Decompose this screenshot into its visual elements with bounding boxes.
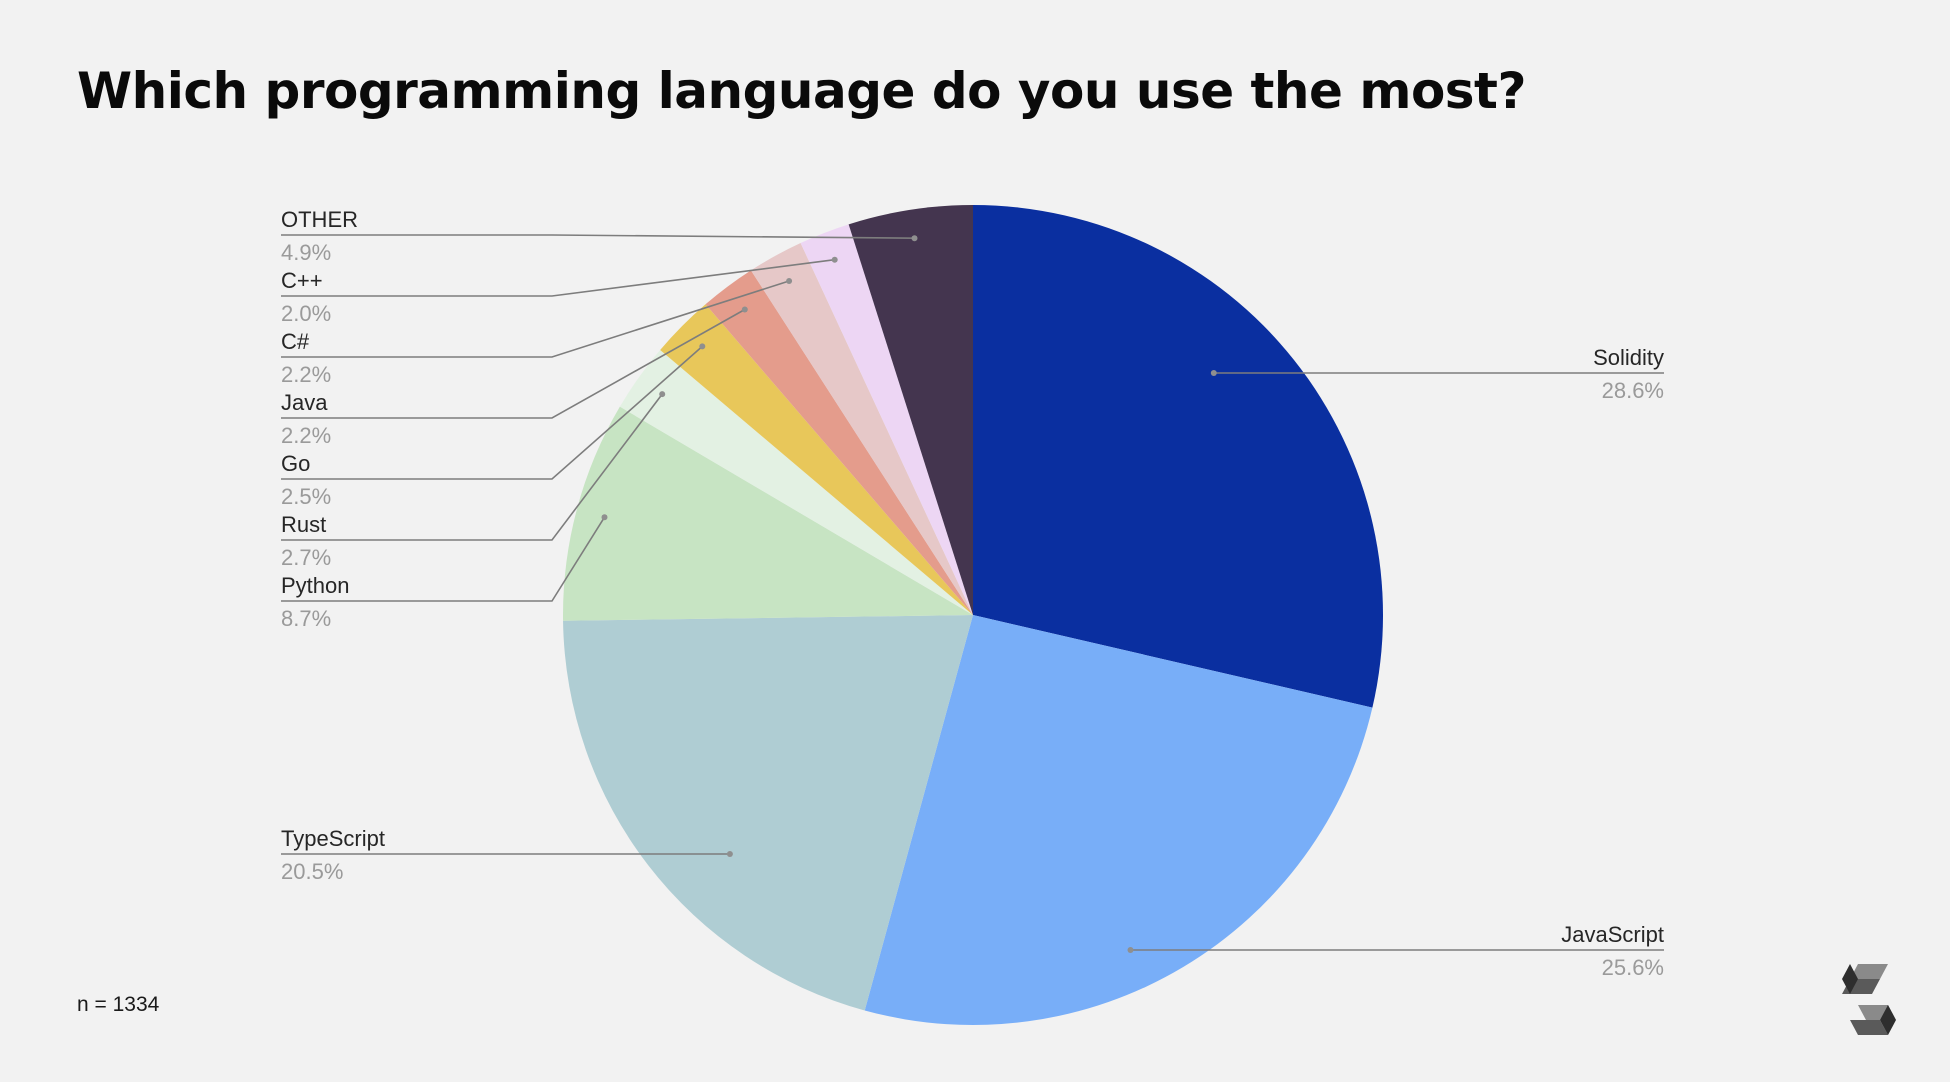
leader-line-rust bbox=[281, 393, 663, 541]
leader-dot-solidity bbox=[1210, 370, 1217, 376]
pie-slice-other bbox=[848, 205, 973, 615]
pie-slice-python bbox=[562, 406, 973, 621]
slice-label-python: Python bbox=[281, 573, 350, 598]
slice-label-typescript: TypeScript bbox=[281, 826, 385, 851]
leader-dot-cplusplus bbox=[831, 256, 838, 263]
leader-dot-csharp bbox=[786, 278, 793, 284]
pie-slice-solidity bbox=[973, 205, 1384, 708]
leader-line-python bbox=[281, 516, 606, 602]
leader-dot-typescript bbox=[726, 851, 733, 857]
leader-line-java bbox=[281, 308, 746, 419]
leader-line-other bbox=[281, 234, 915, 239]
slice-value-solidity: 28.6% bbox=[1602, 378, 1664, 403]
leader-lines bbox=[281, 234, 1664, 953]
slice-value-javascript: 25.6% bbox=[1602, 955, 1664, 980]
slice-value-go: 2.5% bbox=[281, 484, 331, 509]
solidity-logo-icon bbox=[1842, 964, 1896, 1035]
slice-value-typescript: 20.5% bbox=[281, 859, 343, 884]
pie-slices bbox=[562, 205, 1384, 1025]
pie-slice-cplusplus bbox=[800, 224, 973, 615]
slice-value-csharp: 2.2% bbox=[281, 362, 331, 387]
leader-dot-python bbox=[601, 514, 608, 521]
pie-slice-csharp bbox=[750, 243, 973, 615]
slice-label-solidity: Solidity bbox=[1593, 345, 1664, 370]
slice-label-javascript: JavaScript bbox=[1561, 922, 1664, 947]
slice-label-rust: Rust bbox=[281, 512, 326, 537]
leader-dot-java bbox=[741, 306, 748, 313]
pie-slice-java bbox=[705, 270, 973, 615]
slice-value-python: 8.7% bbox=[281, 606, 331, 631]
pie-slice-rust bbox=[619, 349, 973, 615]
slice-value-java: 2.2% bbox=[281, 423, 331, 448]
slice-label-other: OTHER bbox=[281, 207, 358, 232]
pie-slice-go bbox=[660, 304, 973, 615]
slice-value-other: 4.9% bbox=[281, 240, 331, 265]
sample-size-note: n = 1334 bbox=[77, 993, 160, 1016]
leader-line-csharp bbox=[281, 280, 790, 358]
slice-labels: Solidity 28.6% JavaScript 25.6% TypeScript 20… bbox=[281, 207, 1664, 980]
leader-line-go bbox=[281, 345, 703, 480]
leader-line-cplusplus bbox=[281, 258, 835, 297]
leader-dot-javascript bbox=[1127, 947, 1134, 953]
slice-label-csharp: C# bbox=[281, 329, 310, 354]
pie-slice-javascript bbox=[864, 615, 1373, 1025]
leader-dot-rust bbox=[659, 391, 666, 398]
slice-label-cplusplus: C++ bbox=[281, 268, 323, 293]
slice-value-cplusplus: 2.0% bbox=[281, 301, 331, 326]
chart-title: Which programming language do you use th… bbox=[77, 62, 1526, 120]
pie-slice-typescript bbox=[563, 615, 973, 1011]
slice-label-java: Java bbox=[281, 390, 328, 415]
leader-dot-go bbox=[699, 343, 706, 350]
leader-dot-other bbox=[911, 235, 918, 242]
slice-label-go: Go bbox=[281, 451, 310, 476]
slice-value-rust: 2.7% bbox=[281, 545, 331, 570]
